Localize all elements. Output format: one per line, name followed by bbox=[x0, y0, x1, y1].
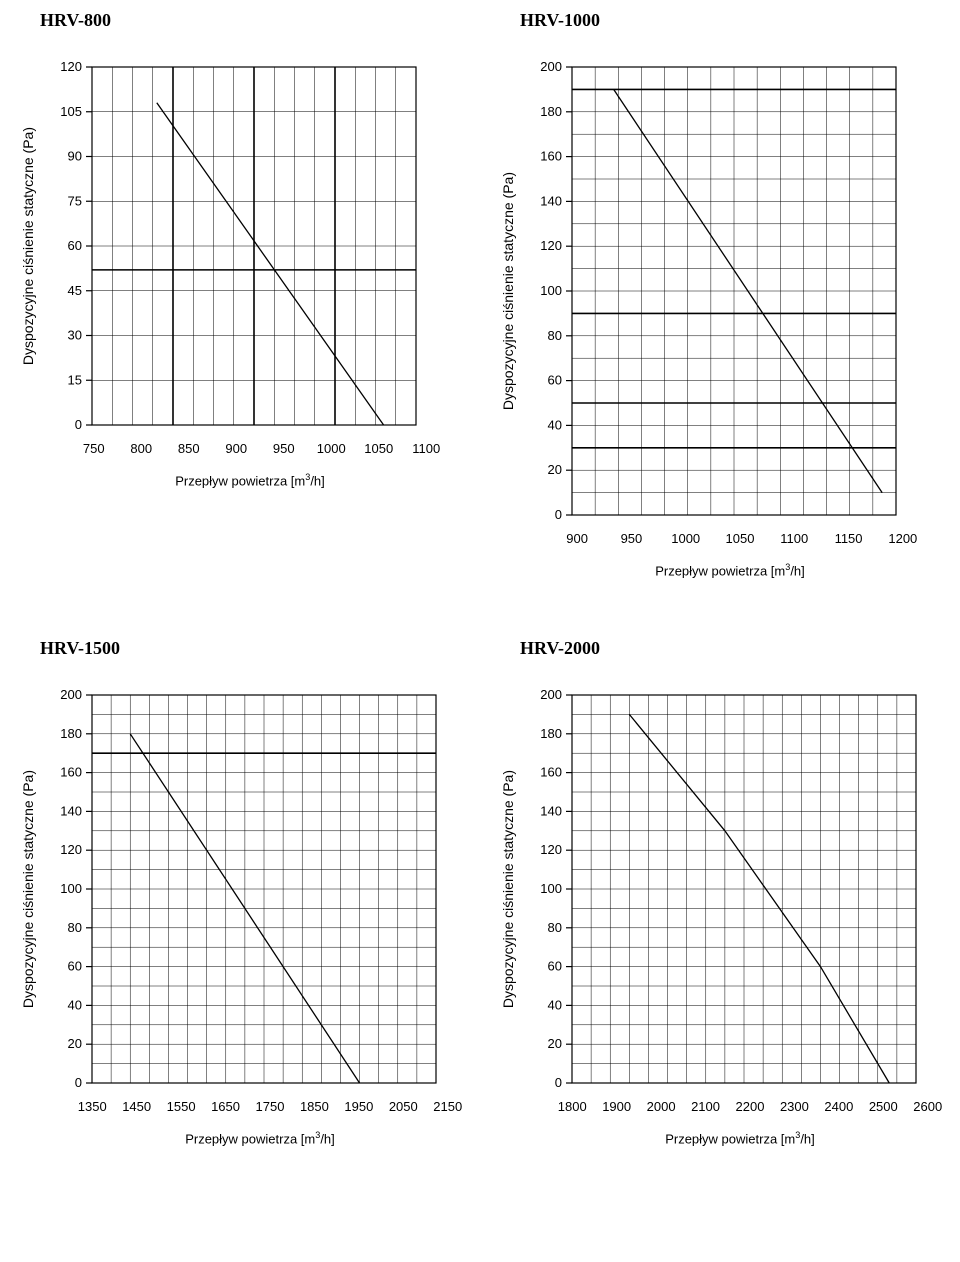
svg-text:75: 75 bbox=[68, 193, 82, 208]
chart-title: HRV-1500 bbox=[40, 638, 470, 659]
svg-text:60: 60 bbox=[548, 373, 562, 388]
chart-hrv2000: 0 20 40 60 80 100 120 140 160 180 200 bbox=[522, 689, 922, 1089]
panel-hrv1500: HRV-1500 Dyspozycyjne ciśnienie statyczne… bbox=[20, 638, 470, 1146]
svg-text:80: 80 bbox=[548, 920, 562, 935]
svg-text:15: 15 bbox=[68, 372, 82, 387]
svg-text:160: 160 bbox=[60, 765, 82, 780]
svg-text:140: 140 bbox=[540, 193, 562, 208]
svg-text:140: 140 bbox=[540, 804, 562, 819]
svg-text:20: 20 bbox=[548, 1037, 562, 1052]
y-axis-label: Dyspozycyjne ciśnienie statyczne (Pa) bbox=[20, 770, 36, 1008]
svg-text:20: 20 bbox=[548, 462, 562, 477]
y-axis-label: Dyspozycyjne ciśnienie statyczne (Pa) bbox=[500, 770, 516, 1008]
svg-text:60: 60 bbox=[68, 959, 82, 974]
chart-title: HRV-1000 bbox=[520, 10, 950, 31]
x-tick-labels: 750800850900950100010501100 bbox=[70, 441, 450, 456]
svg-text:140: 140 bbox=[60, 804, 82, 819]
x-axis-label: Przepływ powietrza [m3/h] bbox=[80, 472, 420, 488]
svg-text:60: 60 bbox=[68, 238, 82, 253]
svg-text:45: 45 bbox=[68, 283, 82, 298]
chart-title: HRV-800 bbox=[40, 10, 470, 31]
svg-text:180: 180 bbox=[540, 104, 562, 119]
svg-text:30: 30 bbox=[68, 328, 82, 343]
svg-text:200: 200 bbox=[540, 689, 562, 702]
svg-text:100: 100 bbox=[540, 283, 562, 298]
chart-grid: HRV-800 Dyspozycyjne ciśnienie statyczne … bbox=[20, 10, 940, 1147]
panel-hrv2000: HRV-2000 Dyspozycyjne ciśnienie statyczne… bbox=[500, 638, 950, 1146]
svg-text:160: 160 bbox=[540, 765, 562, 780]
svg-text:100: 100 bbox=[540, 881, 562, 896]
svg-text:40: 40 bbox=[68, 998, 82, 1013]
svg-text:200: 200 bbox=[540, 61, 562, 74]
svg-text:105: 105 bbox=[60, 104, 82, 119]
y-axis-label: Dyspozycyjne ciśnienie statyczne (Pa) bbox=[20, 127, 36, 365]
svg-text:180: 180 bbox=[540, 726, 562, 741]
y-axis-label: Dyspozycyjne ciśnienie statyczne (Pa) bbox=[500, 172, 516, 410]
svg-text:80: 80 bbox=[68, 920, 82, 935]
svg-text:0: 0 bbox=[75, 1075, 82, 1089]
svg-text:0: 0 bbox=[555, 1075, 562, 1089]
svg-text:160: 160 bbox=[540, 149, 562, 164]
panel-hrv1000: HRV-1000 Dyspozycyjne ciśnienie statyczne… bbox=[500, 10, 950, 578]
chart-hrv1500: 0 20 40 60 80 100 120 140 160 180 200 bbox=[42, 689, 442, 1089]
svg-text:120: 120 bbox=[60, 61, 82, 74]
svg-text:40: 40 bbox=[548, 998, 562, 1013]
chart-hrv800: 0 15 30 45 60 75 90 105 120 bbox=[42, 61, 422, 431]
svg-text:20: 20 bbox=[68, 1037, 82, 1052]
svg-text:100: 100 bbox=[60, 881, 82, 896]
svg-text:120: 120 bbox=[540, 843, 562, 858]
svg-text:40: 40 bbox=[548, 417, 562, 432]
x-axis-label: Przepływ powietrza [m3/h] bbox=[560, 1130, 920, 1146]
x-axis-label: Przepływ powietrza [m3/h] bbox=[80, 1130, 440, 1146]
panel-hrv800: HRV-800 Dyspozycyjne ciśnienie statyczne … bbox=[20, 10, 470, 578]
chart-hrv1000: 0 20 40 60 80 100 120 140 160 180 200 bbox=[522, 61, 902, 521]
x-tick-labels: 90095010001050110011501200 bbox=[550, 531, 930, 546]
svg-text:200: 200 bbox=[60, 689, 82, 702]
x-axis-label: Przepływ powietrza [m3/h] bbox=[560, 562, 900, 578]
chart-title: HRV-2000 bbox=[520, 638, 950, 659]
svg-text:60: 60 bbox=[548, 959, 562, 974]
svg-text:80: 80 bbox=[548, 328, 562, 343]
svg-text:90: 90 bbox=[68, 149, 82, 164]
svg-text:0: 0 bbox=[75, 417, 82, 431]
svg-text:180: 180 bbox=[60, 726, 82, 741]
svg-text:0: 0 bbox=[555, 507, 562, 521]
x-tick-labels: 180019002000210022002300240025002600 bbox=[550, 1099, 950, 1114]
x-tick-labels: 135014501550165017501850195020502150 bbox=[70, 1099, 470, 1114]
svg-text:120: 120 bbox=[60, 843, 82, 858]
svg-text:120: 120 bbox=[540, 238, 562, 253]
